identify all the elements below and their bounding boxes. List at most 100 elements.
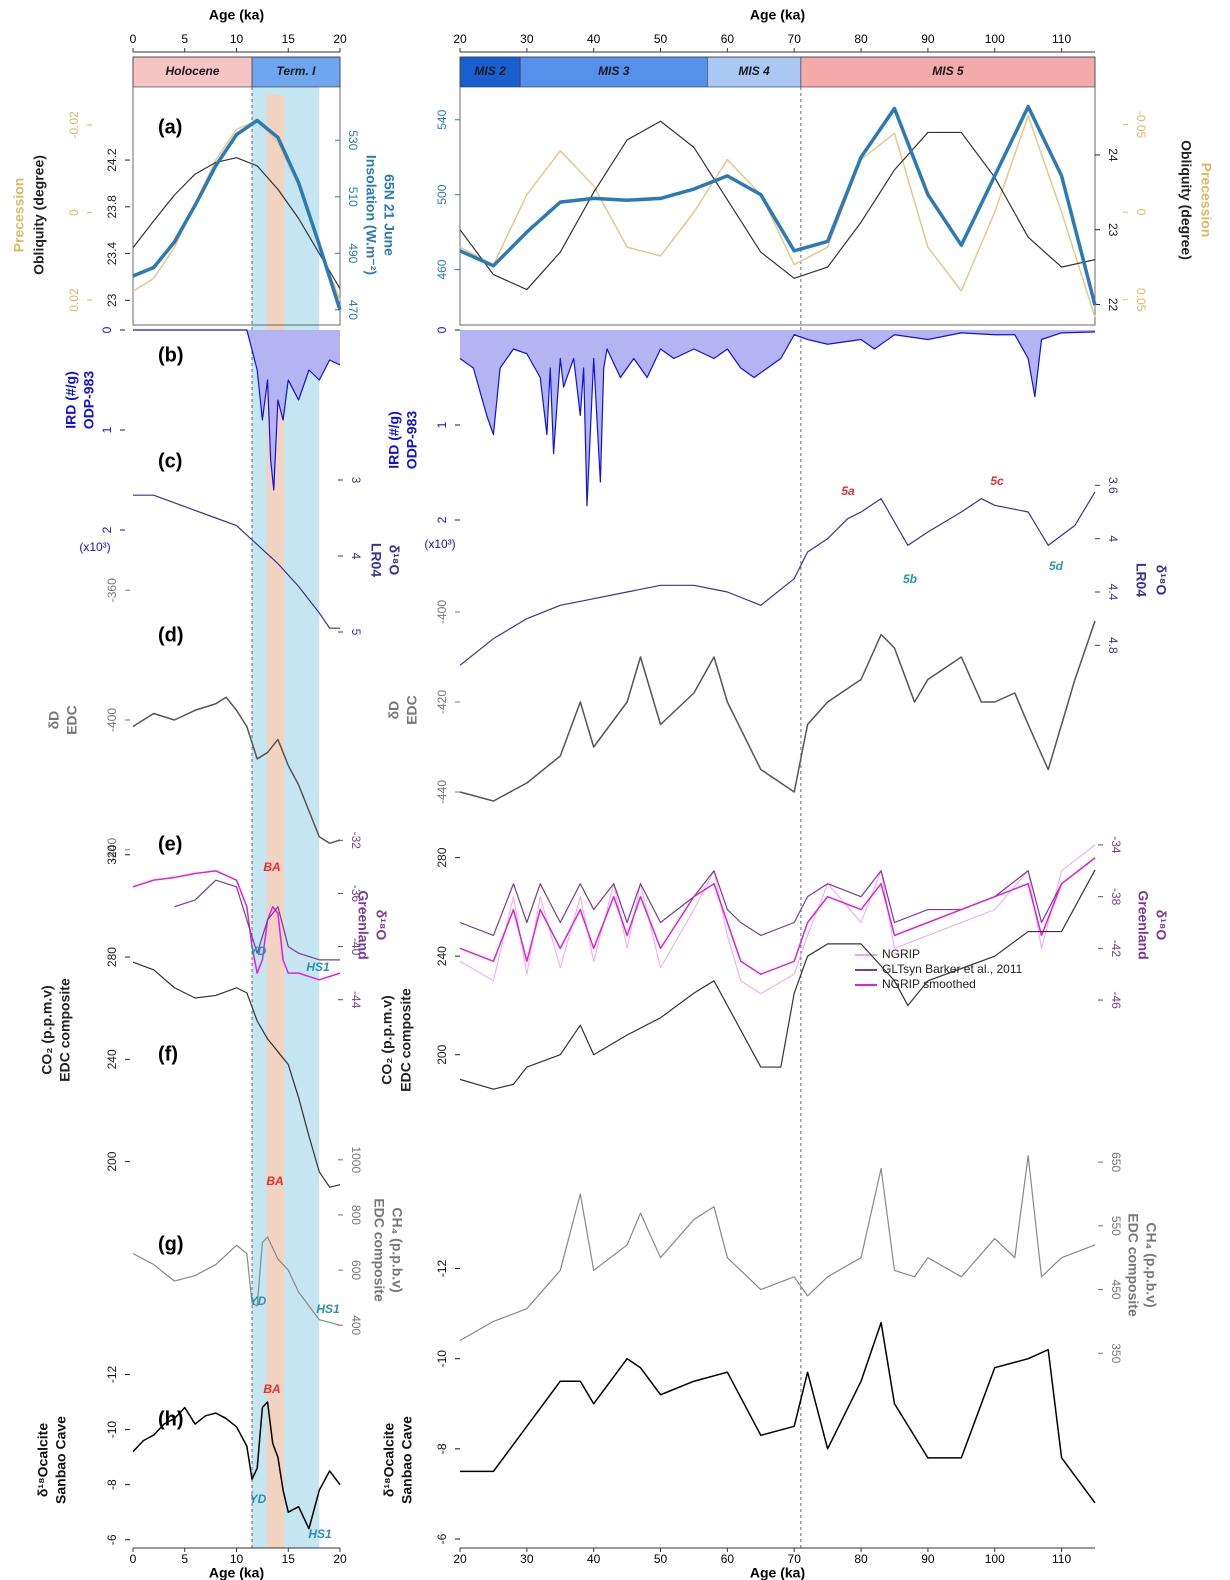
period-band (519, 56, 708, 88)
y-axis-title: IRD (#/g) (386, 411, 402, 469)
y-tick-label: 1 (100, 426, 114, 433)
y-axis-title: ODP-983 (81, 371, 97, 430)
y-tick-label: 200 (435, 1044, 449, 1064)
series-line (132, 696, 341, 845)
y-tick-label: -32 (349, 832, 363, 850)
y-tick-label: -400 (435, 600, 449, 624)
y-tick-label: 23 (105, 293, 119, 307)
y-axis-title: δ¹⁸Ocalcite (35, 1423, 51, 1497)
series-line (459, 104, 1097, 306)
panel-label: (g) (158, 1233, 184, 1255)
legend-label: GLTsyn Barker et al., 2011 (882, 962, 1023, 976)
y-axis-title: EDC composite (57, 978, 73, 1082)
x-tick-label: 0 (130, 1552, 137, 1566)
y-tick-label: -360 (105, 578, 119, 602)
y-axis-title: δD (386, 701, 402, 720)
x-tick-label: 20 (453, 32, 467, 46)
series-line (459, 620, 1096, 802)
series-line (132, 1401, 341, 1530)
area-fill (133, 330, 340, 490)
y-axis-title: ODP-983 (404, 411, 420, 470)
y-tick-label: 550 (1109, 1216, 1123, 1236)
series-line (459, 844, 1096, 995)
period-label: MIS 3 (598, 64, 630, 78)
x-tick-label: 70 (788, 1552, 802, 1566)
period-label: MIS 2 (474, 64, 506, 78)
x-tick-label: 20 (333, 32, 347, 46)
y-axis-title: CH₄ (p.p.b.v) (1143, 1222, 1159, 1307)
y-tick-label: 22 (1106, 298, 1120, 312)
y-tick-label: 24 (1106, 148, 1120, 162)
annotation: 5c (990, 474, 1004, 488)
y-tick-label: -8 (105, 1479, 119, 1490)
series-line (459, 857, 1096, 975)
y-tick-label: 23.8 (105, 195, 119, 219)
series-line (459, 120, 1096, 291)
period-band (707, 56, 802, 88)
y-tick-label: -38 (1109, 888, 1123, 906)
y-axis-title: Precession (1198, 163, 1214, 238)
y-tick-label: 400 (349, 1315, 363, 1335)
x-tick-label: 5 (181, 1552, 188, 1566)
x-axis-title: Age (ka) (209, 7, 264, 23)
chart: MIS 2 MIS 3 MIS 4 MIS 520 30 40 50 60 70 80 90 100 1… (379, 7, 1215, 1580)
y-tick-label: -440 (435, 780, 449, 804)
legend-label: NGRIP smoothed (882, 977, 976, 991)
panel-label: (b) (158, 344, 184, 366)
y-tick-label: 650 (1109, 1152, 1123, 1172)
annotation: BA (266, 1174, 283, 1188)
y-tick-label: -34 (1109, 836, 1123, 854)
x-tick-label: 30 (520, 1552, 534, 1566)
y-tick-label: 2 (435, 516, 449, 523)
series-line (132, 870, 341, 981)
y-tick-label: 24.2 (105, 148, 119, 172)
period-label: MIS 4 (738, 64, 770, 78)
y-tick-label: 23 (1106, 223, 1120, 237)
y-axis-title: Obliquity (degree) (31, 155, 47, 275)
x-tick-label: 5 (181, 32, 188, 46)
period-band (459, 56, 521, 88)
annotation: YD (250, 1492, 267, 1506)
y-axis-title: Sanbao Cave (399, 1416, 415, 1504)
period-label: Holocene (166, 64, 220, 78)
series-line (460, 1321, 1096, 1504)
y-tick-label: -12 (105, 1366, 119, 1384)
series-line (132, 118, 342, 311)
y-tick-label: 23.4 (105, 242, 119, 266)
y-axis-title: LR04 (368, 543, 384, 577)
y-tick-label: -8 (435, 1443, 449, 1454)
y-axis-title: EDC composite (1125, 1213, 1141, 1317)
annotation: (x10³) (424, 537, 455, 551)
x-tick-label: 50 (654, 32, 668, 46)
annotation: 5a (841, 484, 855, 498)
y-tick-label: 240 (105, 1049, 119, 1069)
series-line (133, 329, 341, 491)
y-tick-label: 0 (67, 209, 81, 216)
y-tick-label: -46 (1109, 991, 1123, 1009)
y-tick-label: 600 (349, 1260, 363, 1280)
y-axis-title: LR04 (1133, 563, 1149, 597)
y-tick-label: -40 (349, 938, 363, 956)
panel-label: (e) (158, 833, 182, 855)
y-axis-title: 65N 21 June (381, 174, 397, 256)
y-axis-title: Greenland (355, 890, 371, 959)
y-axis-title: δD (46, 711, 62, 730)
y-tick-label: -6 (435, 1533, 449, 1544)
annotation: HS1 (306, 960, 330, 974)
y-tick-label: 4.4 (1106, 584, 1120, 601)
y-tick-label: 0 (435, 326, 449, 333)
y-axis-title: δ¹⁸O (373, 910, 389, 941)
y-tick-label: 200 (105, 1151, 119, 1171)
y-axis-title: IRD (#/g) (63, 371, 79, 429)
y-tick-label: -12 (435, 1260, 449, 1278)
y-tick-label: 500 (435, 184, 449, 204)
y-tick-label: 510 (346, 187, 360, 207)
x-tick-label: 20 (453, 1552, 467, 1566)
x-tick-label: 30 (520, 32, 534, 46)
panel-label: (f) (158, 1043, 178, 1065)
y-tick-label: -10 (435, 1350, 449, 1368)
period-label: MIS 5 (932, 64, 964, 78)
period-band (800, 56, 1096, 88)
legend-label: NGRIP (882, 947, 920, 961)
